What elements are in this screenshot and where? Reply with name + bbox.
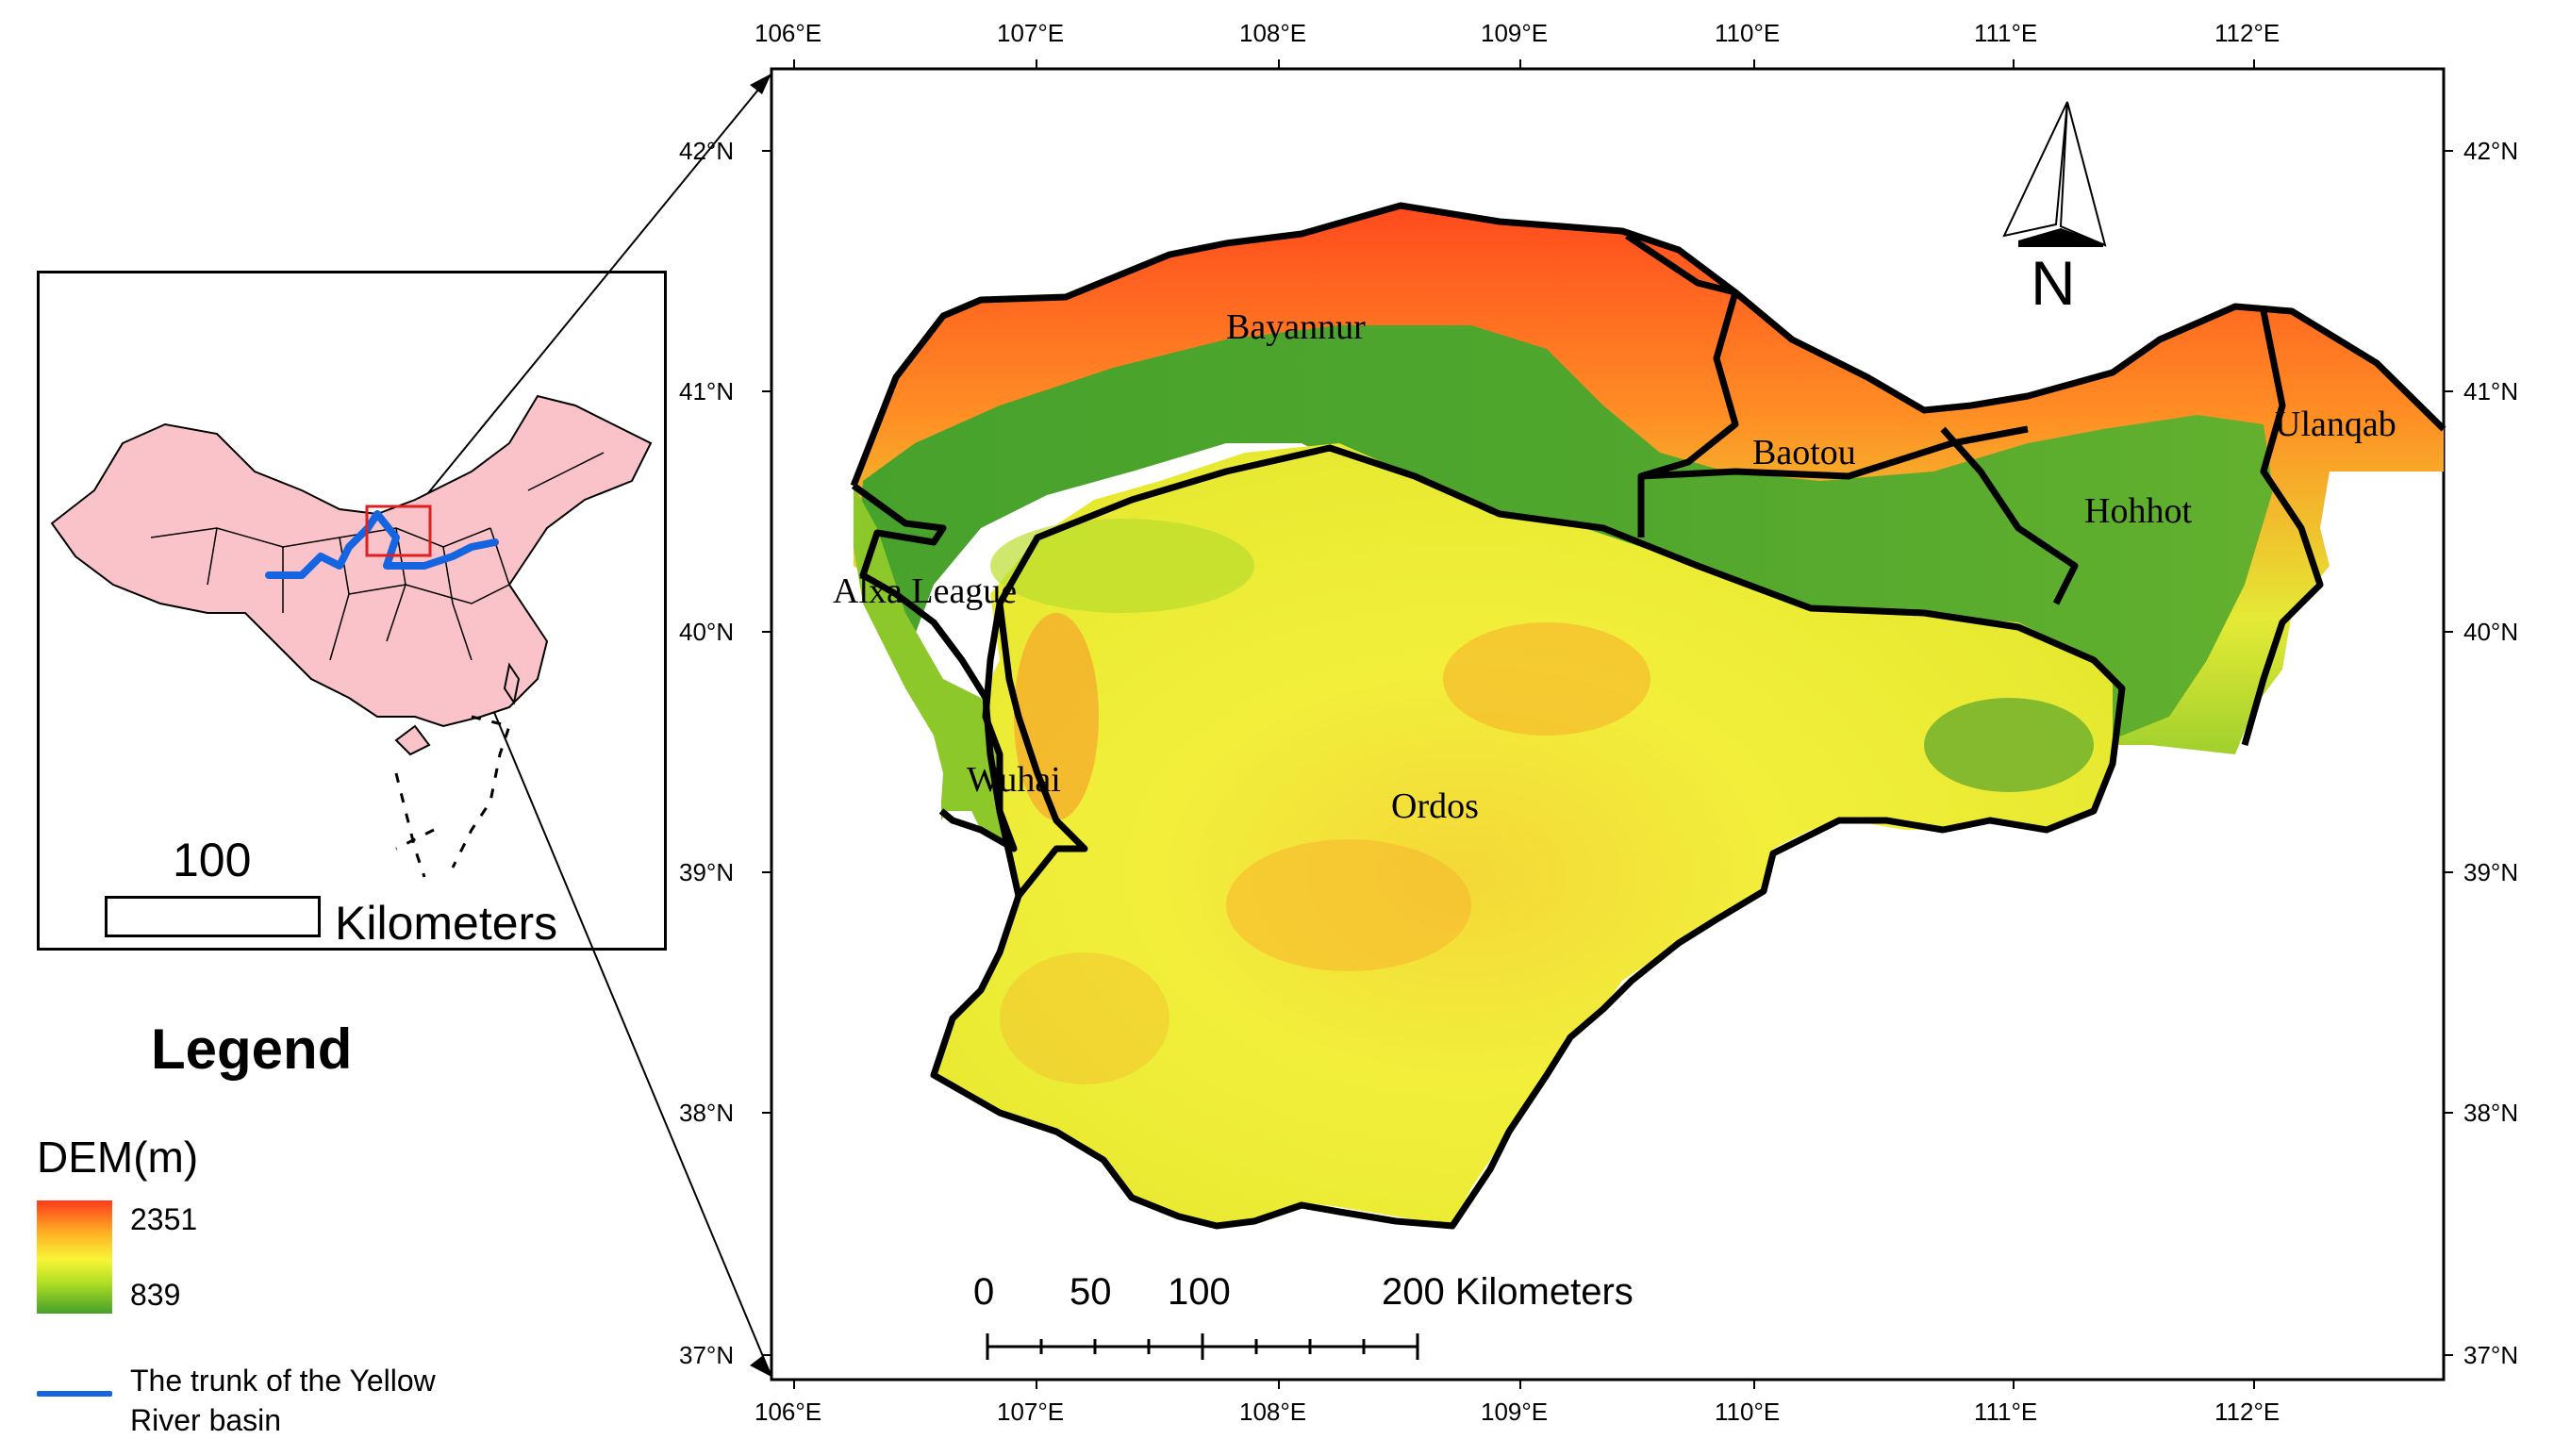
lon-label: 111°E (1974, 1398, 2038, 1426)
lat-label: 37°N (2463, 1341, 2519, 1369)
region-label-bayannur: Bayannur (1226, 307, 1366, 347)
lon-label: 108°E (1239, 1398, 1307, 1426)
lon-label: 107°E (997, 1398, 1065, 1426)
scale-tick-label: 100 (1168, 1271, 1231, 1313)
region-label-wuhai: Wuhai (967, 760, 1061, 800)
inset-scale-box (105, 896, 321, 937)
inset-scale-unit: Kilometers (335, 897, 558, 950)
river-legend-swatch (37, 1391, 112, 1397)
dem-legend-title: DEM(m) (37, 1133, 199, 1182)
lon-label: 107°E (997, 19, 1065, 47)
alxa-strip-terrain (854, 486, 1009, 849)
legend-title: Legend (151, 1018, 353, 1081)
scale-bar (986, 1333, 1419, 1360)
lon-label: 110°E (1715, 19, 1781, 47)
lat-label: 38°N (679, 1099, 735, 1127)
lat-label: 42°N (2463, 137, 2519, 165)
lat-label: 40°N (2463, 618, 2519, 646)
scale-tick-label: 50 (1070, 1271, 1112, 1313)
connector-arrow-bottom (750, 1356, 771, 1377)
river-legend-label: The trunk of the Yellow River basin (130, 1364, 436, 1437)
connector-arrow-top (750, 74, 771, 94)
lat-label: 41°N (2463, 377, 2519, 405)
lon-label: 110°E (1715, 1398, 1781, 1426)
inset-highlight-box (365, 505, 432, 557)
dem-color-ramp (37, 1200, 112, 1314)
inset-frame (37, 271, 667, 951)
inset-china-map (50, 394, 653, 878)
dem-low-value: 839 (130, 1278, 181, 1312)
transition-north (990, 519, 1254, 613)
lowland-east (1924, 698, 2094, 792)
inset-yellow-river (265, 510, 499, 579)
lon-label: 108°E (1239, 19, 1307, 47)
highland-south (1226, 839, 1471, 971)
region-label-alxa: Alxa League (833, 571, 1018, 611)
frame-ticks (762, 59, 2453, 1389)
north-arrow (2002, 101, 2107, 247)
lat-label: 39°N (679, 858, 735, 886)
north-arrow-label: N (2031, 248, 2076, 318)
region-label-ordos: Ordos (1391, 786, 1479, 826)
scale-tick-label: 0 (973, 1271, 995, 1313)
ordos-terrain (934, 443, 2113, 1226)
lon-label: 106°E (755, 1398, 822, 1426)
lat-label: 41°N (679, 377, 735, 405)
lat-label: 38°N (2463, 1099, 2519, 1127)
region-label-ulanqab: Ulanqab (2275, 405, 2396, 444)
inset-scale-value: 100 (173, 834, 252, 886)
highland-center (1443, 622, 1650, 736)
lon-label: 112°E (2214, 19, 2280, 47)
scale-end-label: 200 Kilometers (1382, 1271, 1634, 1313)
lon-label: 109°E (1481, 19, 1549, 47)
lat-label: 39°N (2463, 858, 2519, 886)
lat-label: 37°N (679, 1341, 735, 1369)
lon-label: 106°E (755, 19, 822, 47)
lon-label: 112°E (2214, 1398, 2280, 1426)
region-boundaries (850, 202, 2446, 1230)
lat-label: 42°N (679, 137, 735, 165)
region-label-hohhot: Hohhot (2084, 491, 2192, 531)
lon-label: 111°E (1974, 19, 2038, 47)
lat-label: 40°N (679, 618, 735, 646)
region-label-baotou: Baotou (1752, 433, 1856, 472)
lon-label: 109°E (1481, 1398, 1549, 1426)
dem-high-value: 2351 (130, 1202, 198, 1236)
highland-southwest (1000, 952, 1169, 1084)
